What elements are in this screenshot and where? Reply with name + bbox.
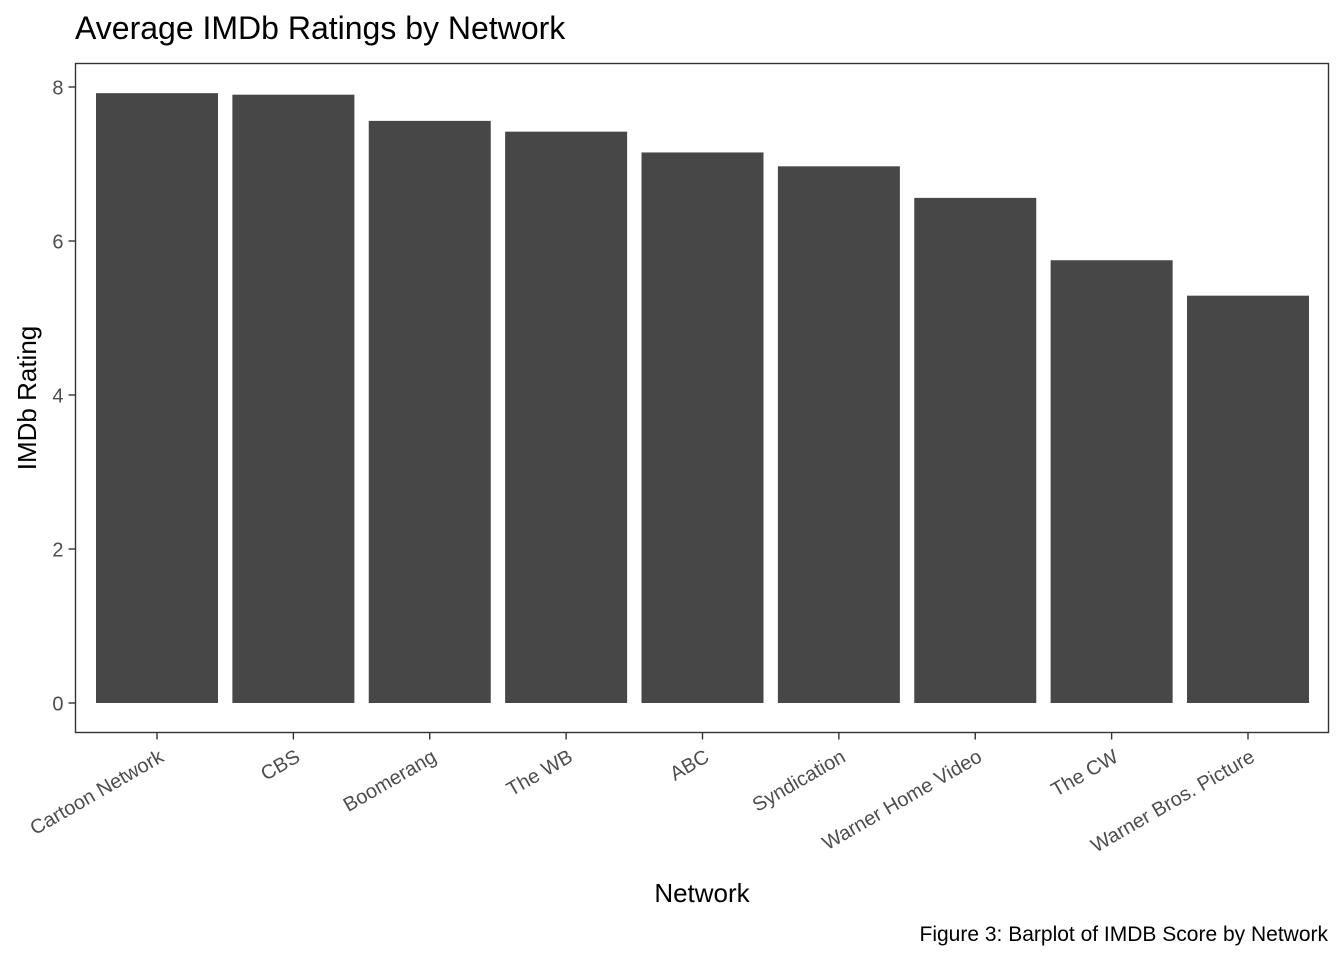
x-tick-label-5: Syndication [749, 746, 850, 817]
y-tick-label-3: 6 [52, 232, 63, 254]
bar-5 [777, 166, 900, 703]
bars-layer [96, 93, 1309, 703]
bar-3 [505, 131, 628, 703]
chart-caption: Figure 3: Barplot of IMDB Score by Netwo… [920, 923, 1329, 946]
bar-2 [368, 120, 491, 703]
y-tick-label-2: 4 [52, 386, 63, 408]
bar-7 [1050, 260, 1173, 703]
x-tick-label-7: The CW [1048, 746, 1123, 802]
y-axis-title: IMDb Rating [12, 326, 42, 471]
y-tick-label-0: 0 [52, 694, 63, 716]
x-axis-title: Network [654, 878, 750, 908]
bar-1 [232, 94, 355, 703]
x-tick-label-1: CBS [257, 746, 304, 786]
y-tick-label-4: 8 [52, 78, 63, 100]
x-tick-label-4: ABC [666, 746, 713, 786]
bar-4 [641, 152, 764, 703]
panel-border [74, 62, 1330, 734]
x-tick-label-2: Boomerang [340, 746, 441, 817]
bar-8 [1187, 295, 1309, 703]
chart-title: Average IMDb Ratings by Network [75, 10, 566, 46]
bar-0 [96, 93, 218, 703]
x-tick-label-0: Cartoon Network [27, 745, 169, 840]
y-tick-label-1: 2 [52, 540, 63, 562]
x-tick-label-3: The WB [503, 746, 577, 801]
bar-6 [914, 197, 1037, 703]
